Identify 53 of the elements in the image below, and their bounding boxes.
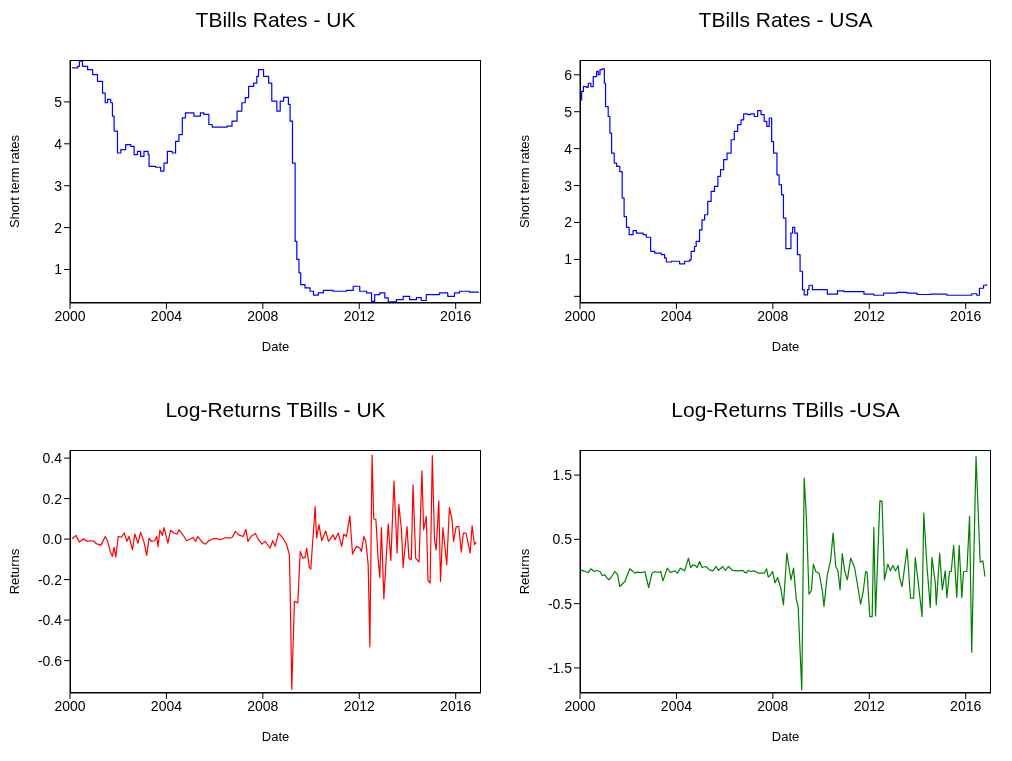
y-tick-label: 5 [564,103,573,120]
chart-title: TBills Rates - UK [194,8,357,32]
y-axis-title: Short term rates [6,134,22,229]
x-tick-label: 2000 [564,697,596,714]
x-tick-label: 2012 [343,697,376,714]
chart-title: Log-Returns TBills - UK [164,398,387,422]
x-axis-title: Date [771,729,800,744]
y-tick-label: 3 [54,177,63,194]
x-tick-label: 2016 [950,307,982,324]
y-tick-label: 6 [564,66,573,83]
y-tick-label: 2 [54,219,63,236]
x-tick-label: 2004 [150,697,183,714]
y-axis-title: Returns [6,548,22,595]
x-axis-title: Date [261,339,290,354]
x-tick-label: 2008 [247,307,279,324]
x-tick-label: 2012 [853,307,886,324]
y-tick-label: -0.2 [37,571,63,588]
y-tick-label: 3 [564,177,573,194]
x-tick-label: 2004 [150,307,183,324]
y-tick-label: 1 [564,251,573,268]
y-tick-label: 0.4 [42,450,63,467]
y-tick-label: 0.2 [42,490,63,507]
x-tick-label: 2000 [54,307,86,324]
x-tick-label: 2000 [54,697,86,714]
x-tick-label: 2008 [757,307,789,324]
x-tick-label: 2004 [660,307,693,324]
y-tick-label: -0.6 [37,652,63,669]
y-tick-label: 4 [564,140,573,157]
y-tick-label: 0.5 [552,531,573,548]
x-tick-label: 2016 [950,697,982,714]
y-axis-title: Short term rates [516,134,532,229]
x-tick-label: 2016 [440,307,472,324]
x-axis-title: Date [261,729,290,744]
x-tick-label: 2012 [343,307,376,324]
y-tick-label: 0.0 [42,531,63,548]
y-tick-label: 5 [54,93,63,110]
y-tick-label: -1.5 [547,659,573,676]
y-tick-label: 1.5 [552,467,573,484]
y-axis-title: Returns [516,548,532,595]
x-tick-label: 2012 [853,697,886,714]
y-tick-label: 1 [54,261,63,278]
x-axis-title: Date [771,339,800,354]
x-tick-label: 2016 [440,697,472,714]
chart-title: TBills Rates - USA [697,8,874,32]
x-tick-label: 2008 [247,697,279,714]
x-tick-label: 2008 [757,697,789,714]
y-tick-label: -0.4 [37,612,63,629]
x-tick-label: 2000 [564,307,596,324]
x-tick-label: 2004 [660,697,693,714]
chart-title: Log-Returns TBills -USA [670,398,901,422]
y-tick-label: 4 [54,135,63,152]
y-tick-label: 2 [564,214,573,231]
y-tick-label: -0.5 [547,595,573,612]
